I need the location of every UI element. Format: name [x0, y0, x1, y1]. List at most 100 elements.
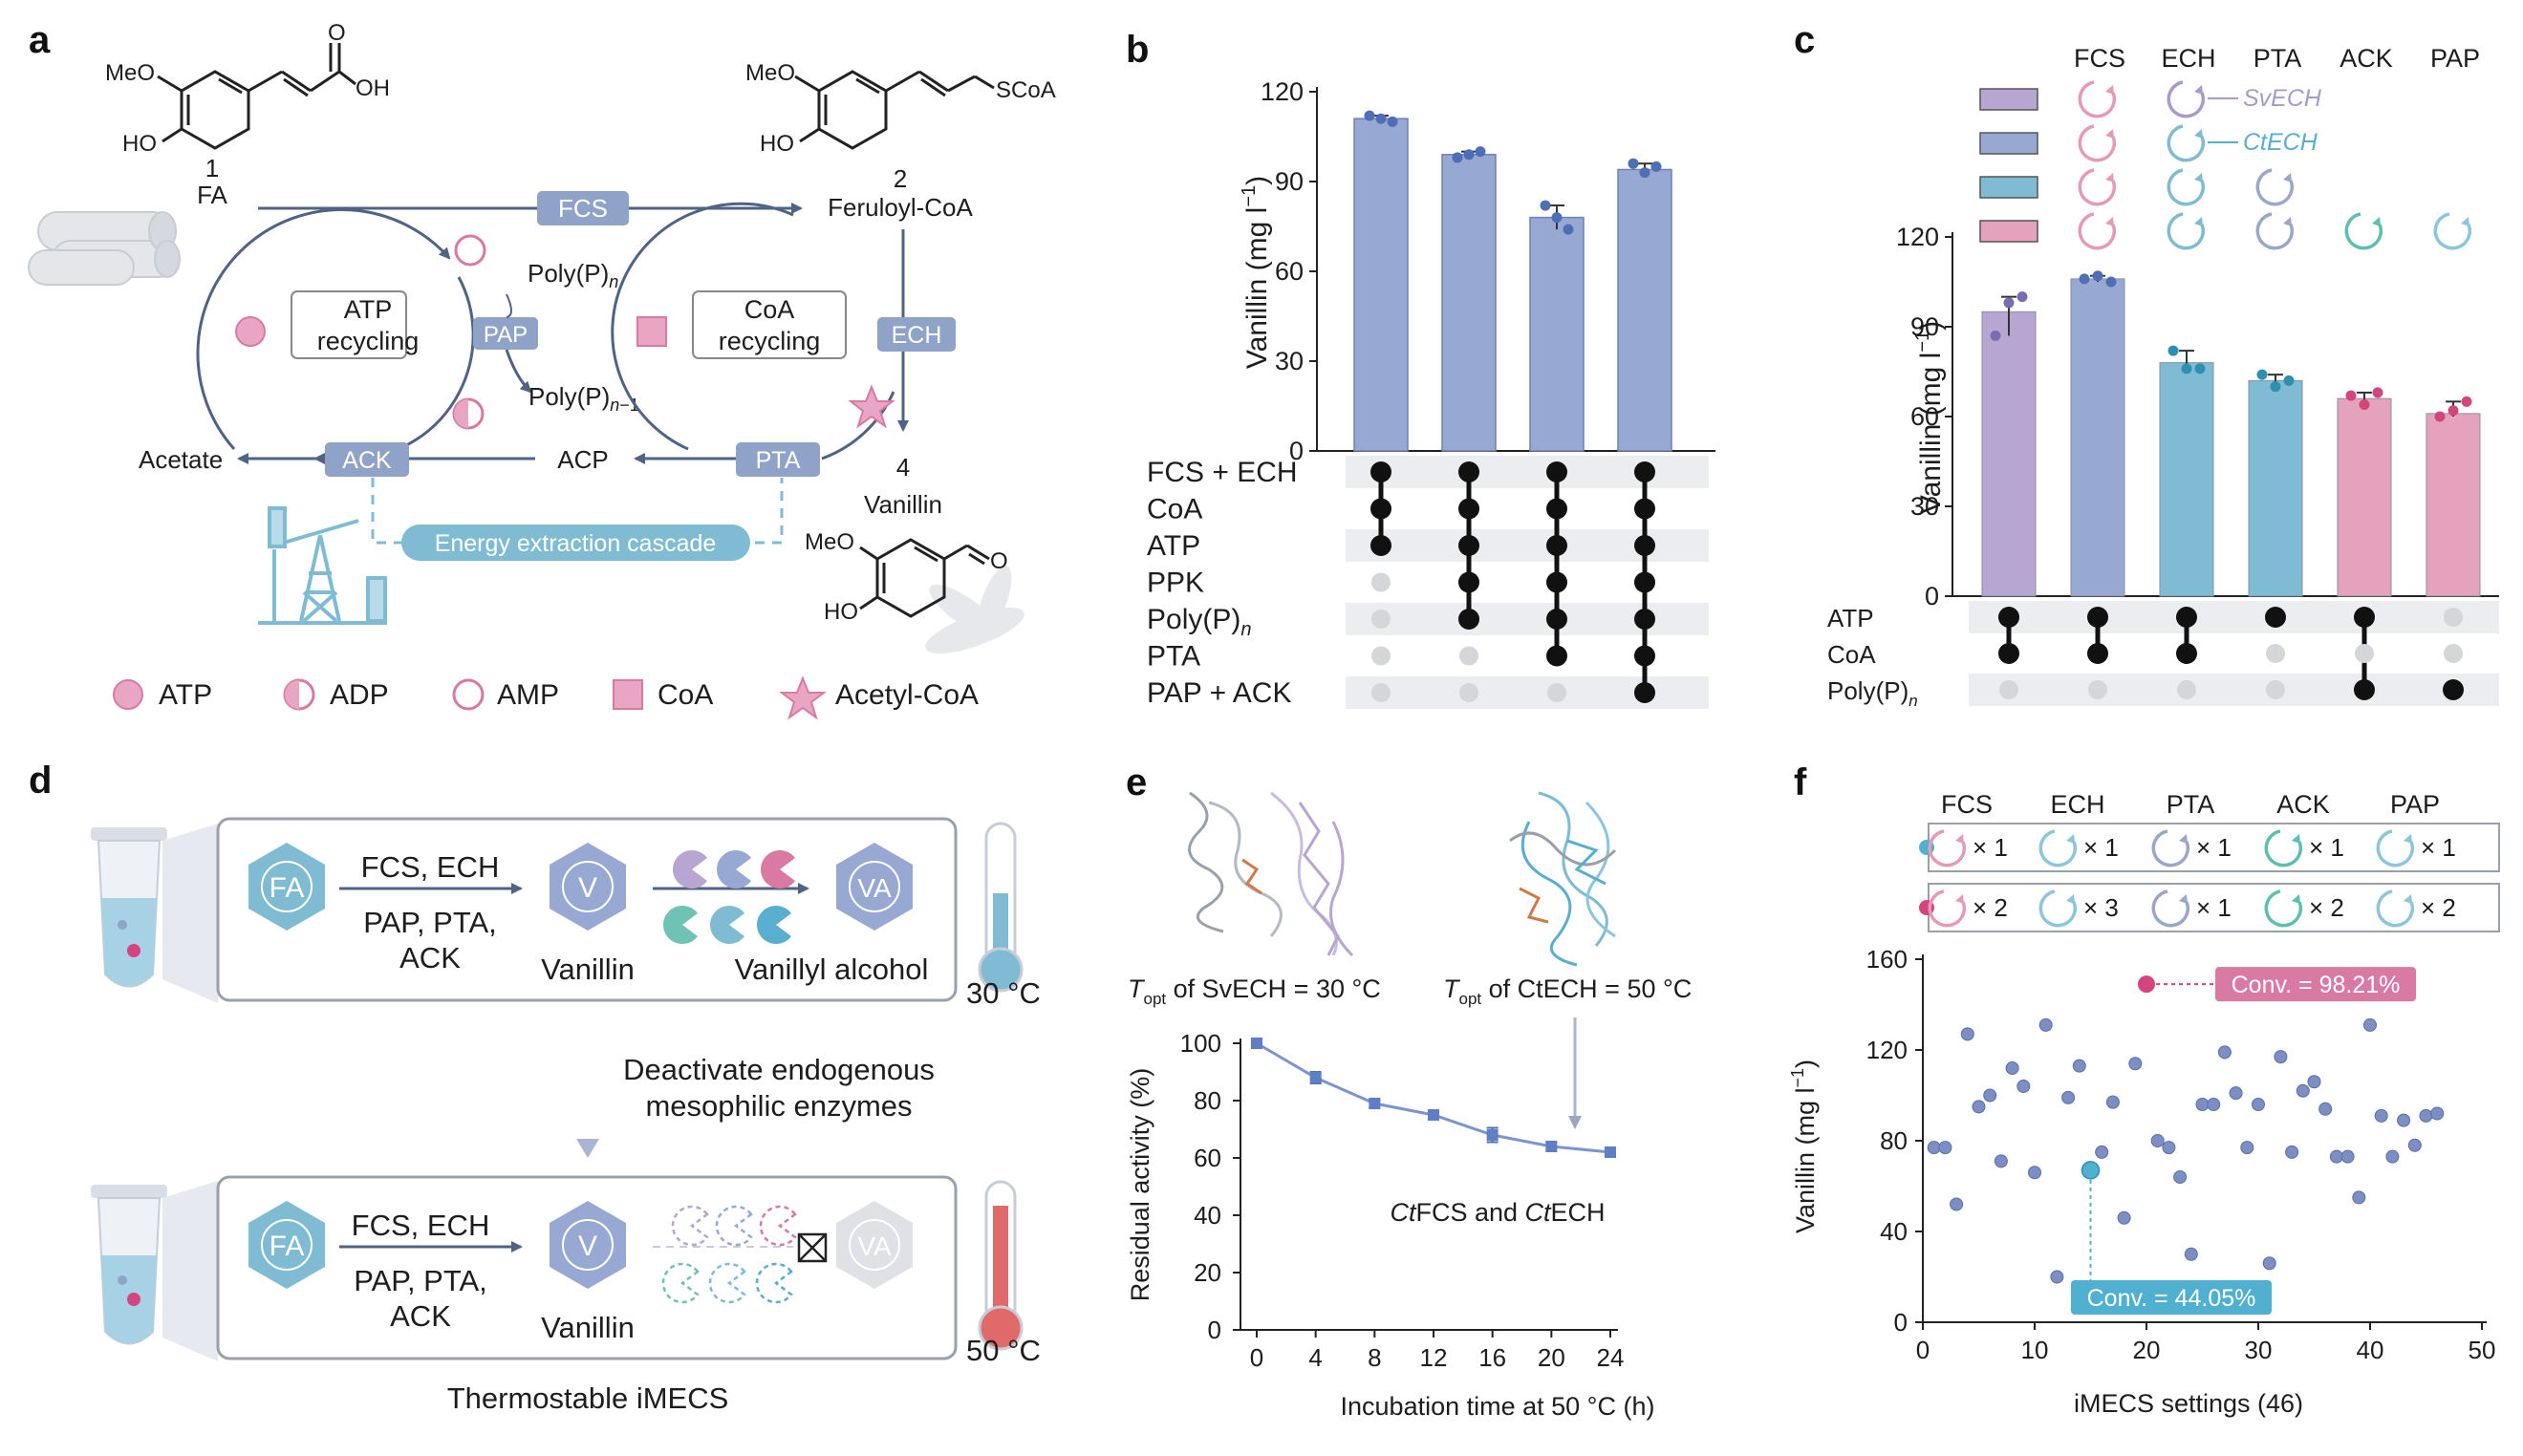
legend-coa: CoA — [658, 679, 713, 711]
c-sv-label: SvECH — [2243, 85, 2322, 112]
e-axes: 0 20 40 60 80 100 0 4 8 12 16 20 24 — [1180, 1029, 1625, 1372]
b-data-point — [1551, 212, 1563, 224]
e-y-tick-label: 100 — [1180, 1029, 1221, 1058]
b-data-point — [1364, 110, 1375, 121]
top-pacman-enzymes — [663, 850, 795, 945]
c-key-enzyme-icon — [2078, 80, 2117, 118]
coa-icon — [636, 316, 667, 347]
f-enzyme-key: × 1 × 1 × 1 × 1 × 1 × 2 × 3 × 1 × 2 × 2 — [1928, 829, 2456, 928]
f-key-enzyme-arrowhead — [2404, 894, 2412, 904]
f-highlight-high-point — [2138, 975, 2155, 994]
legend-adp: ADP — [330, 679, 389, 711]
c-key-enzyme-arrowhead — [2194, 85, 2203, 95]
f-y-tick-label: 0 — [1894, 1308, 1908, 1337]
c-header-ech: ECH — [2161, 44, 2215, 73]
top-vanillyl-alcohol-label: Vanillyl alcohol — [735, 953, 929, 986]
c-data-point — [2194, 363, 2206, 375]
c-data-point — [2359, 398, 2370, 410]
f-key-multiplier: × 1 — [1973, 833, 2008, 862]
c-matrix-dot — [2176, 607, 2197, 628]
c-matrix-row-band — [1969, 674, 2499, 706]
f-data-point — [2162, 1141, 2176, 1155]
c-bar — [2248, 379, 2303, 597]
vanillin-o: O — [990, 548, 1008, 574]
panel-f: f FCS ECH PTA ACK PAP × 1 × 1 × 1 × 1 × 1 × 2… — [1788, 761, 2500, 1418]
fcs-enzyme-box — [537, 191, 629, 225]
bottom-fa-hexagon — [248, 1201, 325, 1289]
c-key-enzyme-arrowhead — [2372, 217, 2381, 226]
adp-icon — [452, 397, 485, 430]
top-v-hexagon — [550, 843, 626, 931]
c-key-enzyme-icon — [2167, 124, 2206, 162]
f-data-point — [1972, 1100, 1986, 1114]
b-bar — [1617, 168, 1672, 452]
c-matrix-row-label: Poly(P)n — [1827, 676, 1918, 710]
bottom-fa-label: FA — [270, 1231, 305, 1262]
coa-cycle-arc-left — [611, 202, 794, 451]
f-data-point — [2184, 1247, 2198, 1261]
f-x-tick-label: 20 — [2133, 1336, 2161, 1364]
panel-label-b: b — [1126, 29, 1149, 71]
panel-d-caption: Thermostable iMECS — [447, 1381, 729, 1415]
b-data-point — [1387, 116, 1398, 127]
top-enzyme-label-3: ACK — [399, 941, 461, 974]
f-key-multiplier: × 1 — [2196, 833, 2232, 862]
f-data-point — [1938, 1141, 1952, 1155]
ack-enzyme-label: ACK — [342, 447, 392, 474]
b-data-point — [1375, 113, 1387, 124]
b-bar — [1529, 216, 1585, 452]
b-y-tick-label: 0 — [1289, 437, 1304, 465]
c-enzyme-key — [1979, 80, 2472, 250]
panel-label-e: e — [1126, 761, 1147, 803]
c-bar — [2159, 362, 2214, 597]
c-key-enzyme-icon — [2078, 168, 2117, 206]
b-matrix-dot — [1458, 609, 1479, 630]
f-data-point — [2352, 1190, 2366, 1205]
bottom-deactivated-enzymes — [661, 1205, 797, 1304]
c-y-tick-label: 30 — [1910, 492, 1939, 521]
feruloyl-coa-structure — [794, 70, 995, 150]
cmpd1-name: FA — [197, 181, 227, 209]
f-data-point — [2329, 1149, 2343, 1164]
legend-coa-icon — [613, 679, 643, 710]
vanillin-meo: MeO — [805, 529, 854, 555]
b-matrix-dot — [1371, 646, 1391, 666]
ferulic-acid-structure — [157, 43, 356, 150]
f-key-enzyme-icon — [2038, 829, 2078, 867]
f-data-point — [2252, 1098, 2265, 1111]
top-vanillin-label: Vanillin — [541, 953, 635, 986]
b-matrix-row-label: FCS + ECH — [1147, 457, 1298, 488]
ech-enzyme-label: ECH — [892, 322, 942, 349]
c-data-point — [2270, 381, 2281, 393]
c-matrix-dot — [1998, 643, 2019, 664]
c-bar — [2426, 413, 2481, 597]
atp-recycling-line2: recycling — [317, 327, 420, 355]
bottom-v-label: V — [578, 1231, 597, 1262]
deactivate-text-2: mesophilic enzymes — [645, 1089, 912, 1123]
f-data-point — [2430, 1106, 2445, 1121]
f-key-enzyme-arrowhead — [2179, 834, 2188, 844]
f-data-point — [2318, 1102, 2333, 1116]
b-y-tick-label: 60 — [1275, 257, 1304, 286]
c-data-point — [2003, 297, 2015, 309]
zoom-wedge-top — [162, 824, 218, 1003]
legend-atp: ATP — [159, 679, 212, 711]
f-y-tick-label: 40 — [1880, 1217, 1908, 1246]
c-header-pta: PTA — [2253, 44, 2302, 73]
b-data-point — [1639, 167, 1650, 179]
panel-a: a MeO HO O OH 1 FA — [28, 19, 1056, 720]
e-x-tick-label: 8 — [1368, 1343, 1381, 1372]
b-matrix-dot — [1371, 610, 1391, 629]
top-v-label: V — [578, 872, 597, 904]
top-enzyme-label-1: FCS, ECH — [361, 850, 500, 884]
c-ct-label: CtECH — [2243, 129, 2318, 156]
c-data-point — [2016, 291, 2028, 303]
f-data-point — [2095, 1145, 2109, 1159]
b-matrix-dot — [1634, 609, 1655, 630]
c-data-point — [2256, 369, 2268, 380]
f-data-point — [2005, 1061, 2019, 1075]
vanillin-ho: HO — [824, 599, 858, 625]
f-key-multiplier: × 3 — [2083, 893, 2119, 922]
f-scatter-points — [1927, 1017, 2445, 1284]
